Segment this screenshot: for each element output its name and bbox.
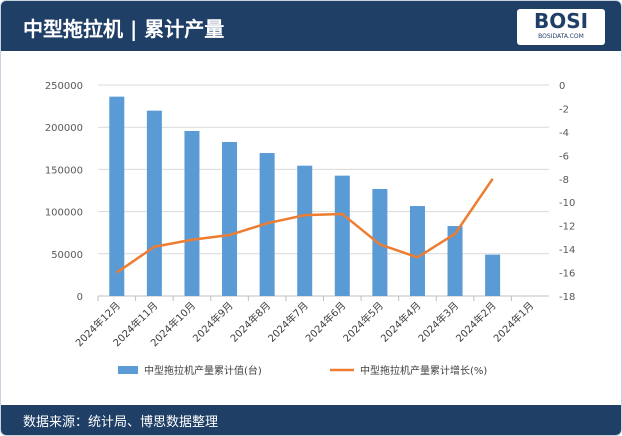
logo: BOSI BOSIDATA.COM [517,9,605,45]
footer: 数据来源：统计局、博思数据整理 [1,405,621,435]
bar [146,110,162,297]
left-tick-label: 50000 [51,250,83,261]
right-tick-label: -6 [559,151,569,162]
right-tick-label: 0 [559,81,565,92]
right-tick-label: -10 [559,198,575,209]
left-tick-label: 100000 [45,208,83,219]
left-tick-label: 150000 [45,165,83,176]
bar [297,165,313,296]
chart: 0 50000 100000 150000 200000 250000 0 -2 -4 -6 -8 -… [45,81,576,377]
header: 中型拖拉机 | 累计产量 BOSI BOSIDATA.COM [1,1,621,51]
bar [372,188,388,296]
right-tick-label: -14 [559,245,575,256]
bar [109,96,125,296]
left-tick-label: 200000 [45,123,83,134]
bar [184,130,200,296]
legend-swatch-bar [118,366,138,374]
legend-label-bar: 中型拖拉机产量累计值(台) [144,364,262,377]
bar [222,141,238,296]
right-tick-label: -4 [559,128,569,139]
source-note: 数据来源：统计局、博思数据整理 [23,415,219,430]
right-tick-label: -16 [559,269,575,280]
bar [485,254,501,296]
bar [447,226,463,296]
bar [334,175,350,296]
legend-label-line: 中型拖拉机产量累计增长(%) [360,364,487,377]
bar [409,206,425,296]
right-tick-label: -8 [559,175,569,186]
x-tick-label: 2024年1月 [491,299,537,345]
left-tick-label: 250000 [45,81,83,92]
right-tick-label: -12 [559,222,575,233]
right-tick-label: -2 [559,104,569,115]
left-tick-label: 0 [77,292,83,303]
right-tick-label: -18 [559,292,575,303]
page-title: 中型拖拉机 | 累计产量 [23,17,225,41]
